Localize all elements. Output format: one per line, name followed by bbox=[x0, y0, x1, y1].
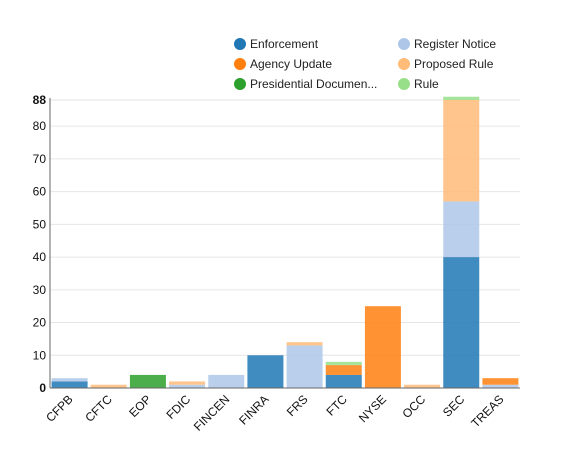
y-tick-label: 50 bbox=[33, 217, 47, 231]
legend-item[interactable]: Register Notice bbox=[398, 37, 496, 51]
y-tick-label: 20 bbox=[33, 316, 47, 330]
bar-segment[interactable] bbox=[443, 257, 480, 388]
legend-label: Rule bbox=[414, 77, 439, 91]
legend-item[interactable]: Proposed Rule bbox=[398, 57, 494, 71]
legend-swatch bbox=[234, 78, 246, 90]
legend-item[interactable]: Presidential Documen... bbox=[234, 77, 377, 91]
bar-segment[interactable] bbox=[482, 378, 519, 385]
bar-segment[interactable] bbox=[404, 384, 441, 388]
x-tick-label: CFPB bbox=[43, 392, 76, 425]
bar-segment[interactable] bbox=[482, 384, 519, 388]
x-tick-label: NYSE bbox=[356, 392, 389, 425]
bar-segment[interactable] bbox=[325, 365, 362, 375]
y-tick-label: 80 bbox=[33, 119, 47, 133]
bar-segment[interactable] bbox=[129, 374, 166, 388]
bar-segment[interactable] bbox=[51, 378, 88, 382]
x-tick-label: FINCEN bbox=[191, 392, 232, 433]
bar-segment[interactable] bbox=[443, 201, 480, 258]
x-tick-label: FTC bbox=[323, 392, 350, 419]
bar-segment[interactable] bbox=[364, 306, 401, 388]
legend: Enforcement Register Notice Agency Update P… bbox=[234, 37, 496, 91]
legend-label: Proposed Rule bbox=[414, 57, 494, 71]
legend-swatch bbox=[234, 58, 246, 70]
x-tick-label: SEC bbox=[440, 392, 468, 420]
bar-segment[interactable] bbox=[169, 384, 206, 388]
grid bbox=[50, 99, 520, 356]
bar-segment[interactable] bbox=[325, 361, 362, 366]
bar-segment[interactable] bbox=[208, 374, 245, 388]
legend-item[interactable]: Rule bbox=[398, 77, 439, 91]
x-tick-label: CFTC bbox=[82, 392, 115, 425]
legend-swatch bbox=[398, 58, 410, 70]
legend-swatch bbox=[398, 78, 410, 90]
x-tick-label: FRS bbox=[284, 392, 311, 419]
legend-label: Presidential Documen... bbox=[250, 77, 377, 91]
x-tick-label: TREAS bbox=[468, 392, 506, 430]
bar-segment[interactable] bbox=[90, 384, 127, 388]
legend-swatch bbox=[398, 38, 410, 50]
bar-segment[interactable] bbox=[443, 100, 480, 202]
legend-item[interactable]: Agency Update bbox=[234, 57, 332, 71]
bar-segment[interactable] bbox=[286, 345, 323, 388]
bar-segment[interactable] bbox=[325, 374, 362, 388]
legend-item[interactable]: Enforcement bbox=[234, 37, 319, 51]
bars bbox=[51, 96, 519, 388]
bar-segment[interactable] bbox=[169, 381, 206, 385]
y-tick-label: 70 bbox=[33, 152, 47, 166]
x-tick-label: FDIC bbox=[164, 392, 194, 422]
y-tick-label: 0 bbox=[39, 381, 46, 395]
legend-label: Register Notice bbox=[414, 37, 496, 51]
y-tick-label: 60 bbox=[33, 185, 47, 199]
legend-swatch bbox=[234, 38, 246, 50]
bar-segment[interactable] bbox=[286, 342, 323, 346]
bar-segment[interactable] bbox=[51, 381, 88, 388]
y-max-label: 88 bbox=[33, 93, 47, 107]
legend-label: Agency Update bbox=[250, 57, 332, 71]
y-tick-label: 40 bbox=[33, 250, 47, 264]
x-tick-label: OCC bbox=[399, 392, 428, 421]
x-tick-label: EOP bbox=[126, 392, 154, 420]
legend-label: Enforcement bbox=[250, 37, 319, 51]
bar-segment[interactable] bbox=[247, 355, 284, 388]
y-tick-label: 10 bbox=[33, 348, 47, 362]
x-tick-label: FINRA bbox=[236, 392, 271, 427]
bar-segment[interactable] bbox=[443, 96, 480, 100]
y-tick-label: 30 bbox=[33, 283, 47, 297]
